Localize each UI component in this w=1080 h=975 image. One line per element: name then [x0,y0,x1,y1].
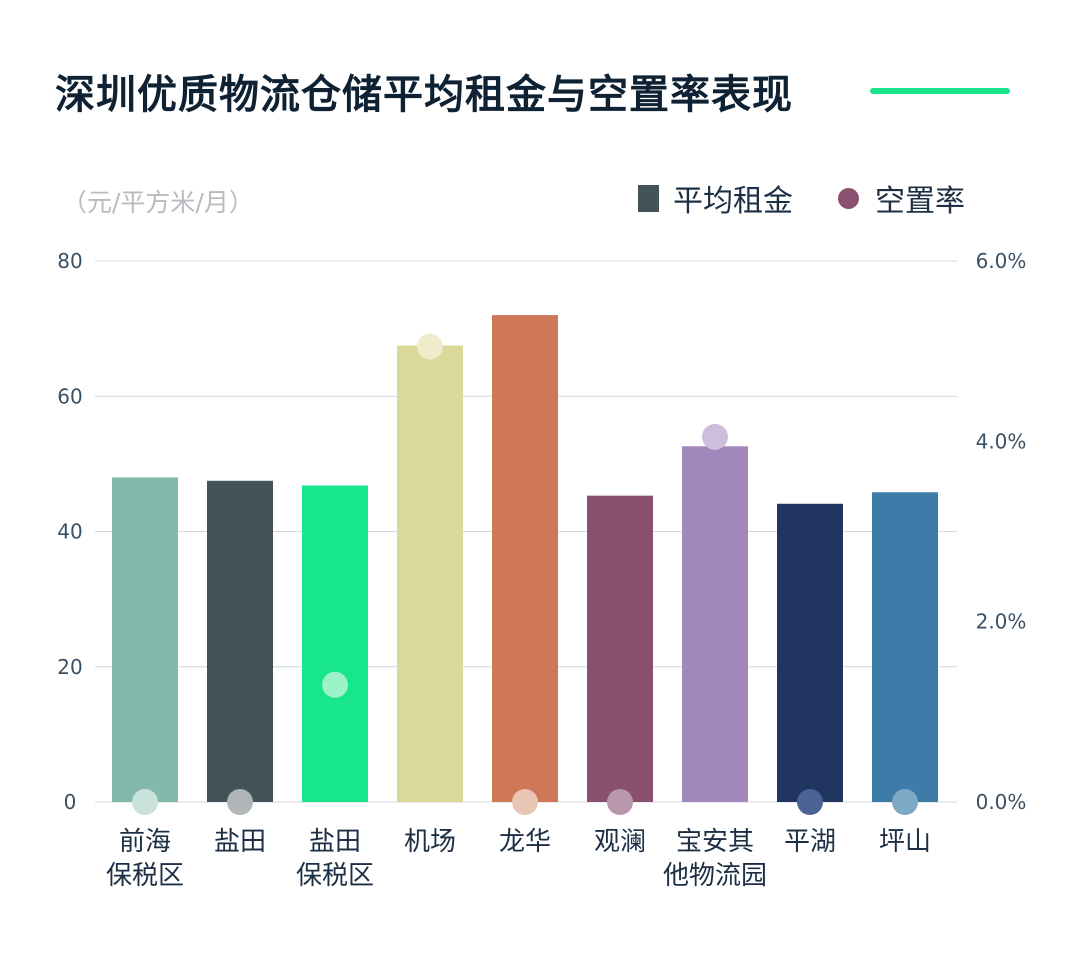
rent-bar [872,492,938,802]
rent-bar [587,495,653,802]
rent-bar [492,315,558,802]
right-tick-label: 0.0% [976,790,1027,814]
category-label-line: 他物流园 [663,861,767,891]
category-label-line: 龙华 [499,827,551,857]
rent-bar [397,345,463,802]
category-label: 龙华 [499,827,551,857]
rent-bar [777,503,843,802]
category-label-line: 保税区 [106,861,184,891]
left-tick-label: 20 [57,655,82,679]
rent-bar [302,485,368,802]
category-label-line: 观澜 [594,827,646,857]
rent-legend-label: 平均租金 [673,184,793,219]
category-label: 机场 [404,827,456,857]
vacancy-dot [227,789,253,815]
category-label: 前海保税区 [106,827,184,891]
category-label-line: 宝安其 [676,827,754,857]
vacancy-dot [512,789,538,815]
category-label-line: 坪山 [879,827,931,857]
category-label: 盐田保税区 [296,827,374,891]
right-tick-label: 4.0% [976,429,1027,453]
category-label-line: 机场 [404,827,456,857]
title-accent-line [870,88,1010,94]
vacancy-legend-swatch [838,187,859,209]
vacancy-dot [322,671,348,698]
category-label: 盐田 [214,827,266,857]
vacancy-dots [132,333,918,815]
vacancy-dot [892,789,918,815]
vacancy-legend-label: 空置率 [875,184,965,219]
rent-bar [112,477,178,802]
rent-legend-swatch [638,184,659,212]
vacancy-dot [797,789,823,815]
category-label-line: 平湖 [784,827,836,857]
left-tick-label: 0 [64,790,77,814]
category-label-line: 保税区 [296,861,374,891]
left-tick-label: 80 [57,249,82,273]
vacancy-dot [702,423,728,450]
vacancy-dot [607,789,633,815]
category-label: 坪山 [879,827,931,857]
left-tick-label: 40 [57,520,82,544]
rent-unit-label: （元/平方米/月） [62,188,254,217]
legend-item-vacancy: 空置率 [838,176,965,220]
category-label: 宝安其他物流园 [663,827,767,891]
category-label-line: 盐田 [309,827,361,857]
right-tick-label: 6.0% [976,249,1027,273]
category-label-line: 盐田 [214,827,266,857]
rent-bar [207,480,273,802]
category-label-line: 前海 [119,827,171,857]
category-label: 观澜 [594,827,646,857]
left-tick-label: 60 [57,384,82,408]
chart-title: 深圳优质物流仓储平均租金与空置率表现 [55,72,793,118]
rent-bar [682,446,748,802]
right-axis: 0.0% 2.0% 4.0% 6.0% [976,249,1027,814]
right-tick-label: 2.0% [976,610,1027,634]
rent-bars [112,315,938,802]
legend-item-rent: 平均租金 [638,176,793,220]
vacancy-dot [417,333,443,360]
category-label: 平湖 [784,827,836,857]
vacancy-dot [132,789,158,815]
left-axis: 0 20 40 60 80 [57,249,82,814]
